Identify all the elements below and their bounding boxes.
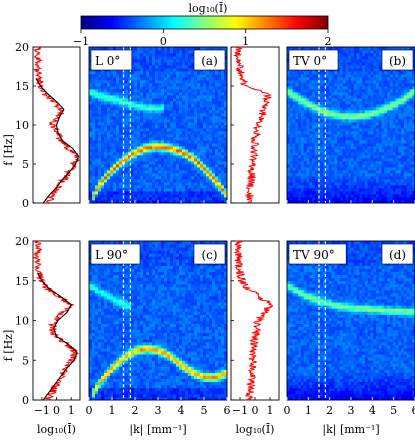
- spectrum-curve: [33, 46, 80, 204]
- ktick-label: 0: [86, 404, 93, 417]
- panel-title: L 0°: [95, 54, 120, 68]
- spectrum-curve: [33, 240, 79, 401]
- spectrum-frame: [230, 240, 280, 401]
- heatmap-d: [287, 241, 415, 401]
- colorbar: [80, 15, 329, 30]
- ktick-label: 1: [305, 404, 312, 417]
- ktick-label: 4: [178, 404, 185, 417]
- ytick-label: 15: [15, 275, 29, 288]
- side-tick-label: 0: [252, 404, 259, 417]
- colorbar-tick-label: 0: [160, 35, 167, 48]
- ktick-label: 2: [132, 404, 139, 417]
- k-axis-label: |k| [mm⁻¹]: [322, 423, 379, 437]
- panel-label: (d): [389, 248, 406, 262]
- panel-title-box: [288, 243, 347, 265]
- panel-title-box: [90, 49, 133, 71]
- panel-title-box: [90, 243, 141, 265]
- ytick-label: 20: [15, 235, 29, 248]
- spectrum-curve: [233, 240, 274, 401]
- panel-a: L 0° (a) 0 5 10 15 20 f [Hz]: [2, 41, 228, 210]
- panel-label-box: [381, 243, 414, 265]
- panel-label: (c): [201, 248, 217, 262]
- heatmap-c: [89, 241, 228, 401]
- ktick-label: 6: [412, 404, 415, 417]
- colorbar-tick-label: 1: [242, 35, 249, 48]
- y-axis-label: f [Hz]: [2, 330, 15, 362]
- ytick-label: 0: [22, 197, 29, 210]
- ktick-label: 5: [201, 404, 208, 417]
- panel-label-box: [193, 243, 226, 265]
- ytick-label: 10: [15, 119, 29, 132]
- colorbar-tick-label: 2: [325, 35, 332, 48]
- ktick-label: 4: [369, 404, 376, 417]
- heatmap-b: [287, 47, 415, 204]
- ktick-label: 3: [155, 404, 162, 417]
- panel-title: L 90°: [95, 248, 128, 262]
- panel-label-box: [193, 49, 226, 71]
- ktick-label: 6: [224, 404, 231, 417]
- spectrum-curve: [232, 46, 272, 204]
- heatmap-a: [89, 47, 228, 204]
- side-tick-label: −1: [34, 404, 50, 417]
- ytick-label: 20: [15, 41, 29, 54]
- ktick-label: 1: [109, 404, 116, 417]
- ktick-label: 3: [348, 404, 355, 417]
- fit-curve: [36, 272, 78, 401]
- panel-title-box: [288, 49, 339, 71]
- k-axis-label: |k| [mm⁻¹]: [129, 423, 186, 437]
- panel-title: TV 90°: [293, 248, 335, 262]
- ktick-label: 0: [284, 404, 291, 417]
- side-axis-label: log₁₀(Ī): [37, 423, 76, 436]
- panel-title: TV 0°: [293, 54, 327, 68]
- side-tick-label: 0: [53, 404, 60, 417]
- panel-b: TV 0° (b): [230, 46, 415, 204]
- ytick-label: 15: [15, 80, 29, 93]
- side-axis-label: log₁₀(Ī): [236, 423, 275, 436]
- side-tick-label: 1: [68, 404, 75, 417]
- side-tick-label: −1: [232, 404, 248, 417]
- panel-label: (b): [389, 54, 406, 68]
- fit-curve: [35, 77, 80, 204]
- ytick-label: 5: [22, 354, 29, 367]
- panel-label-box: [381, 49, 414, 71]
- colorbar-tick-label: −1: [73, 35, 89, 48]
- side-tick-label: 1: [267, 404, 274, 417]
- ytick-label: 5: [22, 158, 29, 171]
- ktick-label: 2: [326, 404, 333, 417]
- y-axis-label: f [Hz]: [2, 134, 15, 166]
- colorbar-title: log₁₀(Ī): [189, 2, 228, 15]
- ktick-label: 5: [390, 404, 397, 417]
- panel-label: (a): [201, 54, 218, 68]
- ytick-label: 10: [15, 315, 29, 328]
- ytick-label: 0: [22, 394, 29, 407]
